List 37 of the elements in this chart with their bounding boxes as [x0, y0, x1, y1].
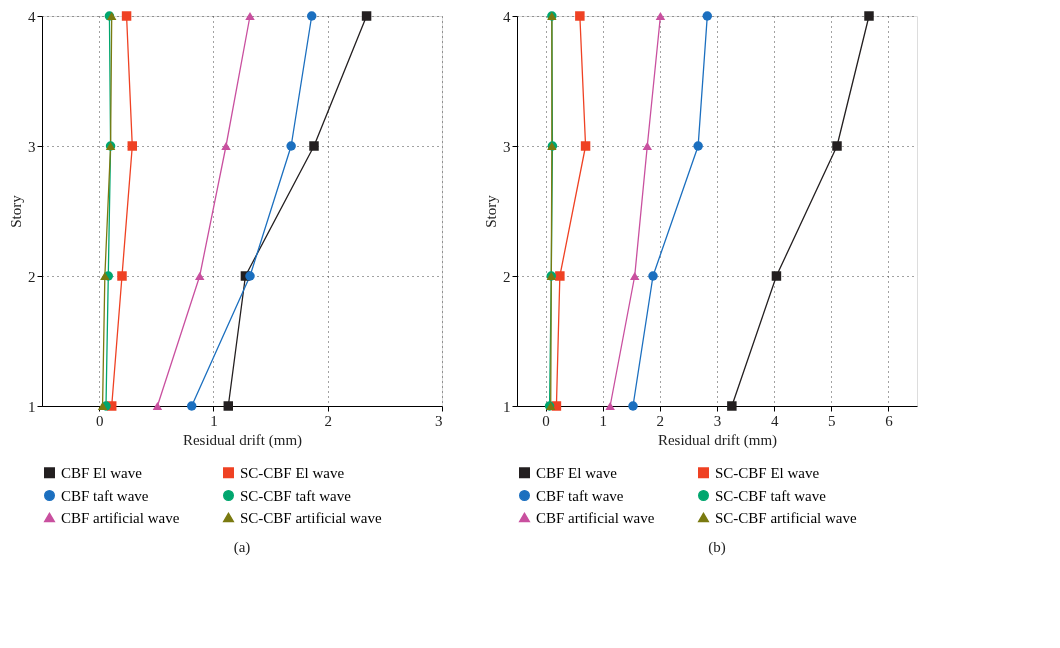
y-tick-label: 1 [28, 398, 36, 415]
y-axis-title: Story [483, 194, 499, 228]
x-tick-label: 1 [599, 412, 607, 429]
legend-label: SC-CBF El wave [715, 464, 820, 481]
legend-label: CBF taft wave [61, 487, 149, 504]
legend-label: CBF taft wave [536, 487, 624, 504]
legend-label: CBF El wave [536, 464, 618, 481]
legend-label: SC-CBF artificial wave [240, 509, 382, 526]
text: (b) [708, 539, 726, 556]
x-axis-title: Residual drift (mm) [657, 431, 778, 449]
y-tick-label: 2 [28, 268, 36, 285]
legend-label: SC-CBF El wave [240, 464, 345, 481]
x-tick-label: 5 [828, 412, 836, 429]
x-tick-label: 6 [885, 412, 894, 429]
y-tick-label: 1 [503, 398, 511, 415]
legend-label: CBF artificial wave [61, 509, 180, 526]
text: (a) [233, 539, 251, 556]
legend-label: SC-CBF taft wave [715, 487, 827, 504]
y-tick-label: 3 [503, 138, 511, 155]
legend-label: CBF El wave [61, 464, 143, 481]
y-tick-label: 3 [28, 138, 36, 155]
x-tick-label: 0 [542, 412, 550, 429]
y-tick-label: 4 [503, 8, 511, 25]
y-axis-title: Story [8, 194, 24, 228]
y-tick-label: 2 [503, 268, 511, 285]
legend-label: SC-CBF artificial wave [715, 509, 857, 526]
legend-label: CBF artificial wave [536, 509, 655, 526]
x-tick-label: 3 [713, 412, 722, 429]
x-tick-label: 1 [210, 412, 218, 429]
legend-label: SC-CBF taft wave [240, 487, 352, 504]
y-tick-label: 4 [28, 8, 36, 25]
x-tick-label: 4 [770, 412, 779, 429]
x-axis-title: Residual drift (mm) [182, 431, 303, 449]
x-tick-label: 2 [324, 412, 332, 429]
x-tick-label: 3 [435, 412, 443, 429]
x-tick-label: 0 [95, 412, 104, 429]
x-tick-label: 2 [656, 412, 665, 429]
